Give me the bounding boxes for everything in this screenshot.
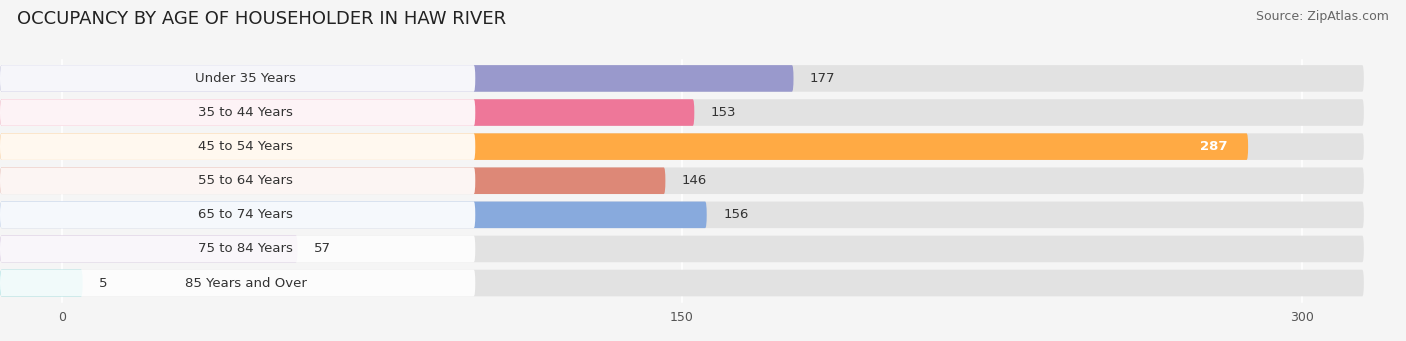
FancyBboxPatch shape (0, 270, 83, 296)
Text: OCCUPANCY BY AGE OF HOUSEHOLDER IN HAW RIVER: OCCUPANCY BY AGE OF HOUSEHOLDER IN HAW R… (17, 10, 506, 28)
FancyBboxPatch shape (0, 133, 1364, 160)
FancyBboxPatch shape (0, 236, 475, 262)
FancyBboxPatch shape (0, 236, 298, 262)
Text: 35 to 44 Years: 35 to 44 Years (198, 106, 294, 119)
FancyBboxPatch shape (0, 65, 1364, 92)
FancyBboxPatch shape (0, 99, 475, 126)
Text: 177: 177 (810, 72, 835, 85)
FancyBboxPatch shape (0, 270, 475, 296)
FancyBboxPatch shape (0, 99, 1364, 126)
FancyBboxPatch shape (0, 202, 1364, 228)
FancyBboxPatch shape (0, 167, 475, 194)
Text: 55 to 64 Years: 55 to 64 Years (198, 174, 294, 187)
FancyBboxPatch shape (0, 202, 475, 228)
FancyBboxPatch shape (0, 167, 665, 194)
FancyBboxPatch shape (0, 65, 793, 92)
Text: 75 to 84 Years: 75 to 84 Years (198, 242, 294, 255)
FancyBboxPatch shape (0, 133, 475, 160)
FancyBboxPatch shape (0, 270, 1364, 296)
Text: Source: ZipAtlas.com: Source: ZipAtlas.com (1256, 10, 1389, 23)
Text: 57: 57 (314, 242, 330, 255)
Text: 153: 153 (711, 106, 737, 119)
Text: 45 to 54 Years: 45 to 54 Years (198, 140, 294, 153)
FancyBboxPatch shape (0, 133, 1249, 160)
FancyBboxPatch shape (0, 236, 1364, 262)
Text: 65 to 74 Years: 65 to 74 Years (198, 208, 294, 221)
FancyBboxPatch shape (0, 65, 475, 92)
Text: 146: 146 (682, 174, 707, 187)
Text: 85 Years and Over: 85 Years and Over (186, 277, 307, 290)
FancyBboxPatch shape (0, 202, 707, 228)
Text: Under 35 Years: Under 35 Years (195, 72, 297, 85)
Text: 287: 287 (1199, 140, 1227, 153)
FancyBboxPatch shape (0, 99, 695, 126)
Text: 156: 156 (723, 208, 748, 221)
FancyBboxPatch shape (0, 167, 1364, 194)
Text: 5: 5 (100, 277, 108, 290)
